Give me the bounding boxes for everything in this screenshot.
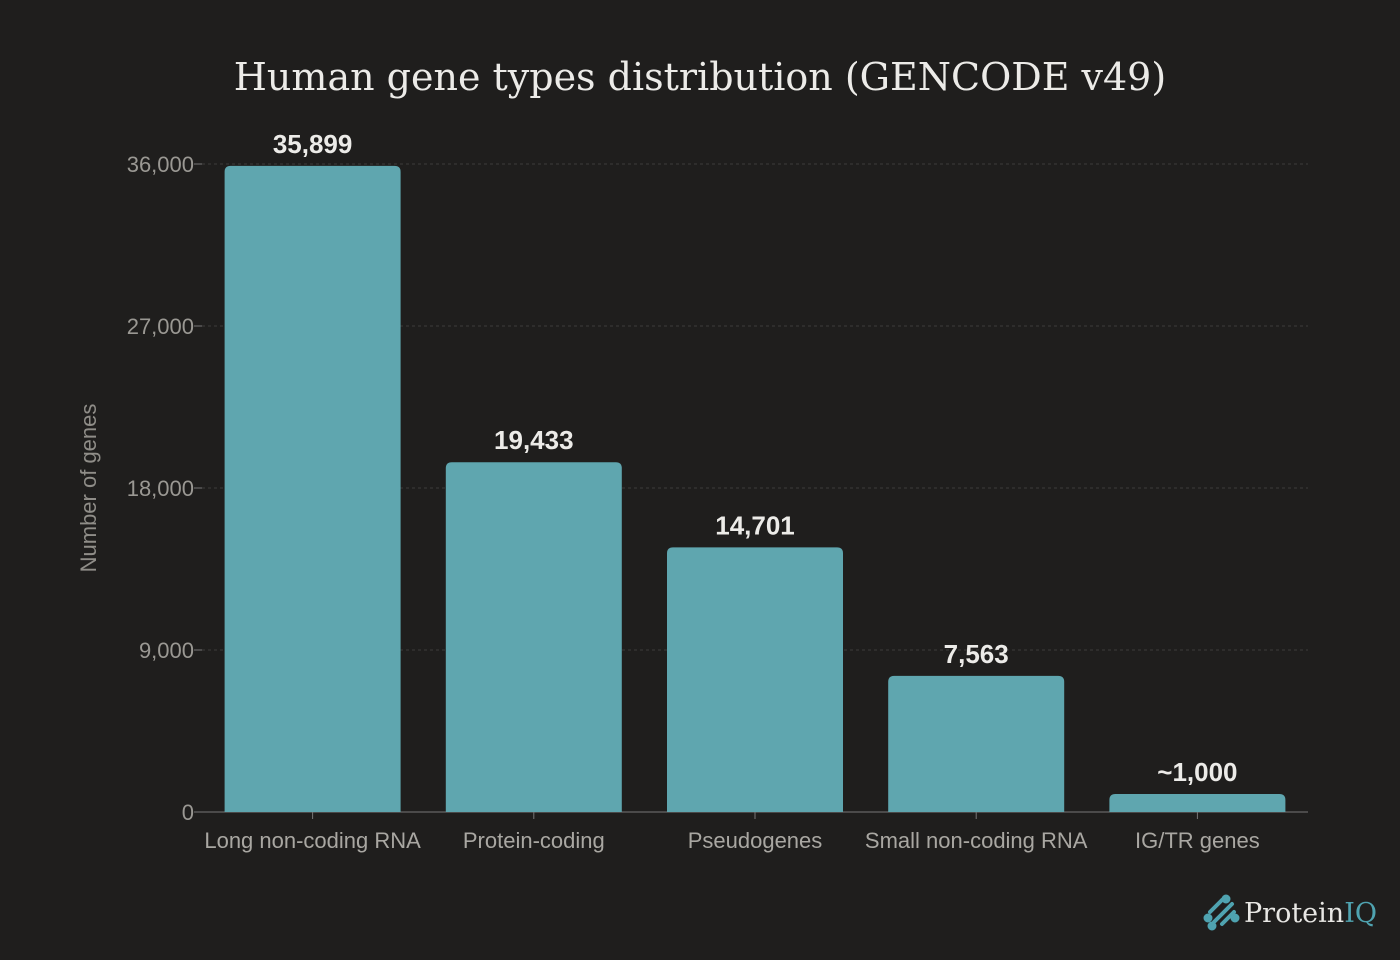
bar (224, 165, 401, 812)
y-tick-label: 36,000 (127, 152, 194, 177)
logo-text: ProteinIQ (1244, 898, 1377, 929)
y-tick-label: 0 (182, 800, 194, 825)
data-label: 14,701 (715, 510, 795, 540)
bar (445, 462, 622, 812)
chart-title: Human gene types distribution (GENCODE v… (234, 55, 1166, 99)
y-tick-label: 27,000 (127, 314, 194, 339)
data-label: ~1,000 (1157, 757, 1237, 787)
proteiniq-logo-icon (1203, 894, 1240, 931)
x-tick-label: Small non-coding RNA (865, 828, 1088, 853)
x-tick-label: Long non-coding RNA (204, 828, 421, 853)
y-tick-label: 9,000 (139, 638, 194, 663)
x-tick-label: IG/TR genes (1135, 828, 1260, 853)
y-axis-label: Number of genes (76, 404, 101, 573)
data-label: 7,563 (944, 639, 1009, 669)
bar (888, 675, 1065, 812)
bar (1109, 794, 1286, 812)
bar (667, 547, 843, 812)
x-tick-label: Pseudogenes (688, 828, 823, 853)
data-label: 19,433 (494, 425, 574, 455)
x-tick-label: Protein-coding (463, 828, 605, 853)
data-label: 35,899 (273, 129, 353, 159)
y-tick-label: 18,000 (127, 476, 194, 501)
logo: ProteinIQ (1203, 894, 1377, 931)
